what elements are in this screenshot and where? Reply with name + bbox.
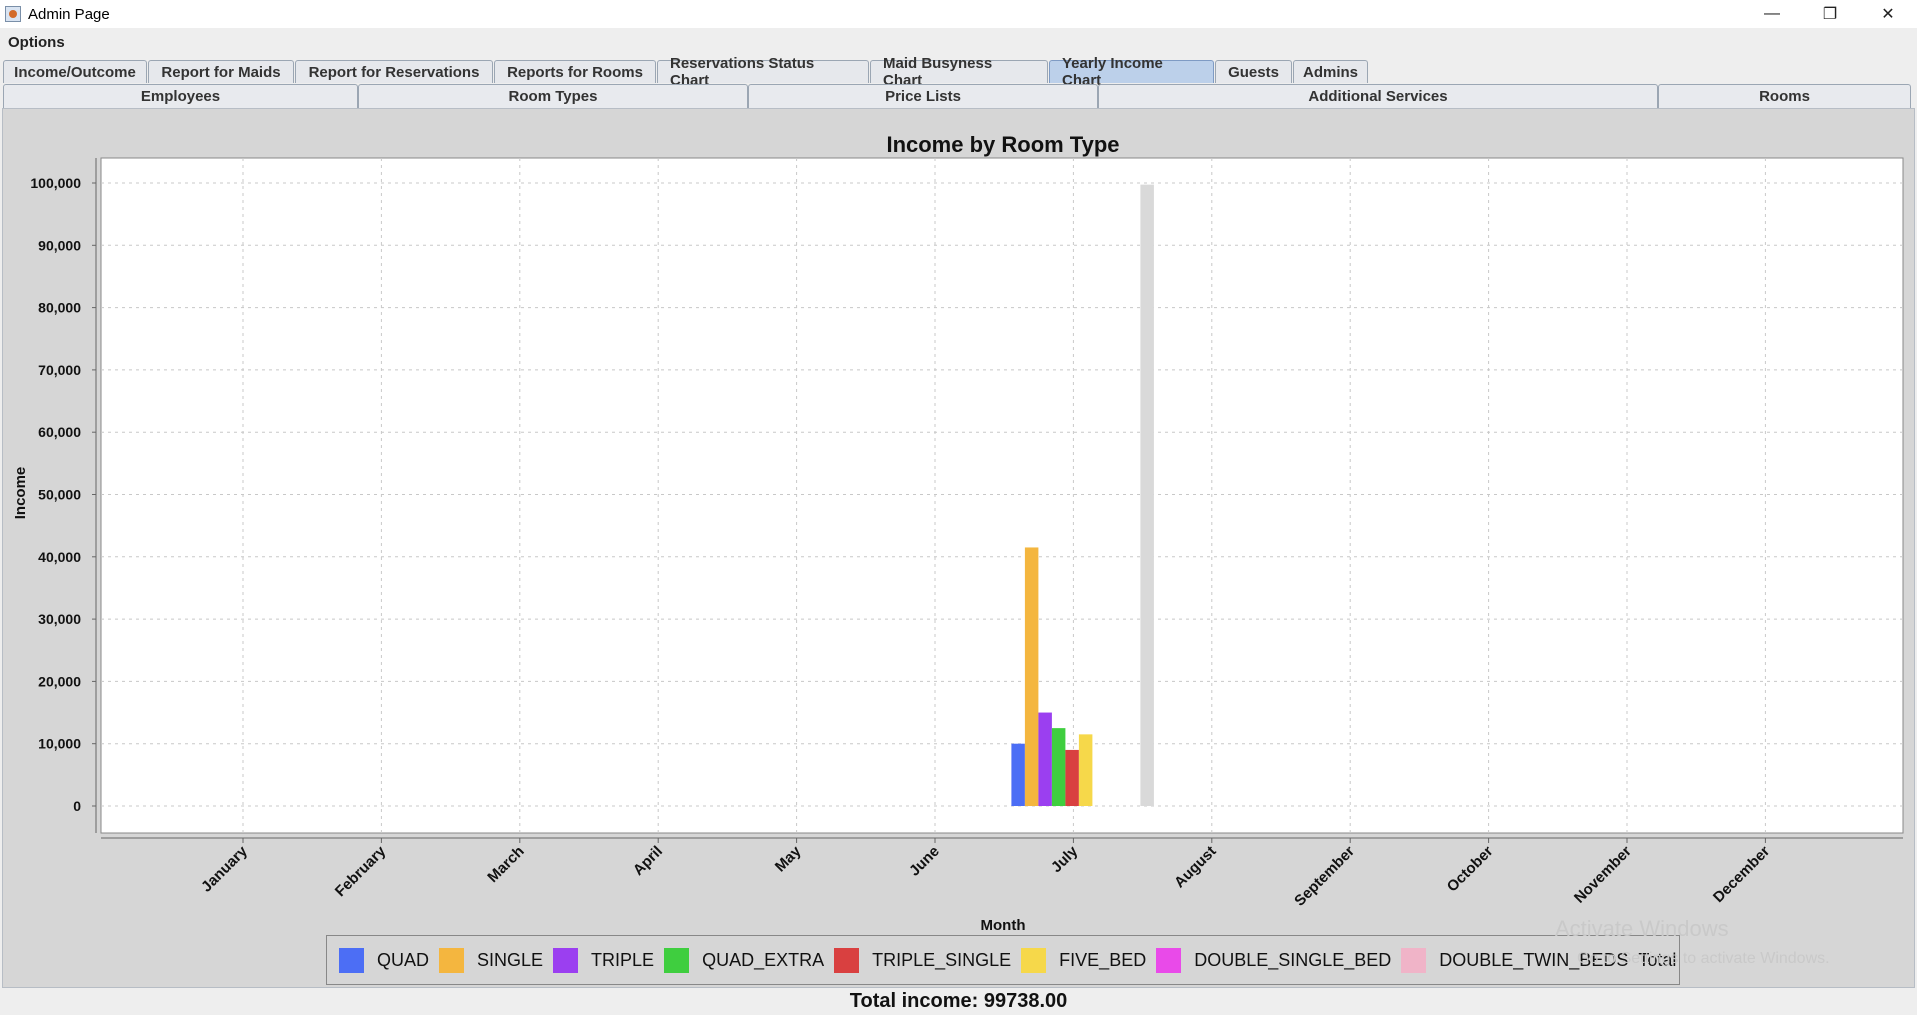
x-tick-label: March [484,843,527,886]
legend-swatch [834,947,860,973]
y-tick-label: 100,000 [30,175,81,191]
restore-button[interactable]: ❐ [1822,6,1838,23]
bar-triple-july [1038,712,1052,806]
legend-label: DOUBLE_SINGLE_BED [1194,949,1392,970]
legend-swatch [664,947,690,973]
legend-item: DOUBLE_TWIN_BEDS [1401,947,1629,973]
plot-area [100,157,1904,834]
x-tick-label: October [1444,843,1497,896]
legend-item: TRIPLE_SINGLE [834,947,1012,973]
y-axis-ticks: 0 10,000 20,000 30,000 40,000 50,000 60,000 70,… [30,175,96,814]
chart-title: Income by Room Type [886,132,1119,157]
activate-windows-watermark: Activate Windows [1555,916,1729,941]
window-title: Admin Page [28,5,110,23]
y-tick-label: 70,000 [38,362,81,378]
bar-triple-single-july [1065,749,1079,806]
legend-item: TRIPLE [553,947,655,973]
y-tick-label: 20,000 [38,673,81,689]
legend-swatch [1156,947,1182,973]
tab-income-outcome[interactable]: Income/Outcome [3,60,147,83]
legend-label: SINGLE [477,949,544,970]
legend-label: QUAD_EXTRA [702,949,825,970]
tab-admins[interactable]: Admins [1293,60,1368,83]
x-tick-label: January [198,842,251,895]
legend-label: FIVE_BED [1059,949,1147,970]
tab-rooms[interactable]: Rooms [1658,84,1911,108]
x-tick-label: June [906,843,943,880]
bar-single-july [1024,547,1039,806]
tab-guests[interactable]: Guests [1215,60,1292,83]
y-tick-label: 90,000 [38,237,81,253]
close-button[interactable]: ✕ [1881,6,1895,23]
activate-windows-hint: Go to Settings to activate Windows. [1577,950,1830,967]
y-tick-label: 40,000 [38,549,81,565]
tab-room-types[interactable]: Room Types [358,84,748,108]
legend-label: QUAD [377,949,430,970]
bar-quad-extra-july [1051,728,1066,806]
tab-employees[interactable]: Employees [3,84,358,108]
x-axis-label: Month [981,917,1026,934]
y-tick-label: 60,000 [38,424,81,440]
legend-label: DOUBLE_TWIN_BEDS [1439,949,1629,970]
y-tick-label: 80,000 [38,300,81,316]
tab-additional-services[interactable]: Additional Services [1098,84,1658,108]
x-tick-label: July [1048,842,1082,876]
legend-swatch [553,947,579,973]
total-income-bar: Total income: 99738.00 [0,988,1917,1015]
legend-item: QUAD_EXTRA [664,947,825,973]
x-tick-label: November [1571,843,1635,907]
tab-price-lists[interactable]: Price Lists [748,84,1098,108]
chart-legend: QUAD SINGLE TRIPLE QUAD_EXTRA TRIPLE_SINGLE F… [326,935,1680,985]
legend-item: DOUBLE_SINGLE_BED [1156,947,1392,973]
title-bar: Admin Page — ❐ ✕ [0,0,1917,28]
legend-swatch [1021,947,1047,973]
tab-yearly-income-chart[interactable]: Yearly Income Chart [1049,55,1214,89]
legend-swatch [339,947,364,973]
legend-item: Total [1638,948,1676,973]
minimize-button[interactable]: — [1764,5,1780,22]
income-chart: Income by Room Type Income Month 0 10,000… [12,132,1904,934]
total-income-label: Total income: 99738.00 [849,990,1068,1012]
y-tick-label: 10,000 [38,736,81,752]
tab-reports-for-rooms[interactable]: Reports for Rooms [494,60,656,83]
bar-quad-july [1011,743,1025,806]
window-controls: — ❐ ✕ [1743,0,1917,28]
tab-report-for-maids[interactable]: Report for Maids [148,60,294,83]
x-tick-label: September [1291,843,1358,910]
x-axis-ticks: January February March April May June July Augu… [198,838,1773,910]
legend-label: TRIPLE_SINGLE [872,949,1012,970]
grid [101,158,1903,833]
legend-item: SINGLE [439,947,544,973]
x-tick-label: February [332,842,390,900]
x-tick-label: April [630,843,666,879]
bars [1011,184,1154,806]
bar-total-july [1140,184,1154,806]
legend-item: FIVE_BED [1021,947,1147,973]
tabs-row-secondary: Employees Room Types Price Lists Additio… [3,84,1911,108]
x-tick-label: May [772,842,805,875]
legend-label: Total [1638,949,1677,970]
menu-bar: Options [0,28,1917,56]
x-tick-label: August [1171,843,1220,892]
bar-five-bed-july [1078,734,1093,806]
legend-item: QUAD [339,947,430,973]
y-axis-label: Income [12,467,29,520]
y-tick-label: 30,000 [38,611,81,627]
y-tick-label: 0 [73,798,81,814]
tab-report-for-reservations[interactable]: Report for Reservations [295,60,493,83]
java-app-icon [5,6,21,22]
legend-swatch [1401,947,1427,973]
tabs-row-primary: Income/Outcome Report for Maids Report f… [3,55,1369,89]
menu-options[interactable]: Options [8,33,65,51]
y-tick-label: 50,000 [38,487,81,503]
legend-swatch [439,947,465,973]
x-tick-label: December [1710,843,1773,906]
legend-label: TRIPLE [591,949,655,970]
